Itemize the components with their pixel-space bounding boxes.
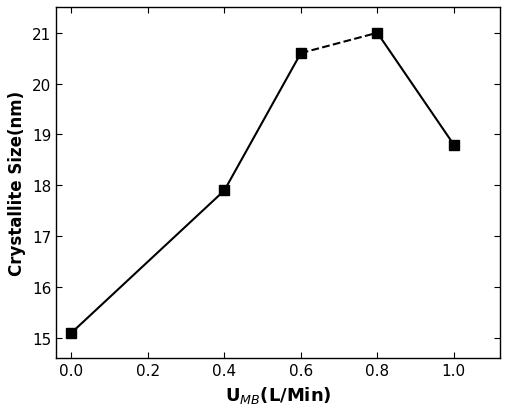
Y-axis label: Crystallite Size(nm): Crystallite Size(nm) — [8, 91, 26, 276]
X-axis label: U$_{MB}$(L/Min): U$_{MB}$(L/Min) — [225, 384, 331, 405]
